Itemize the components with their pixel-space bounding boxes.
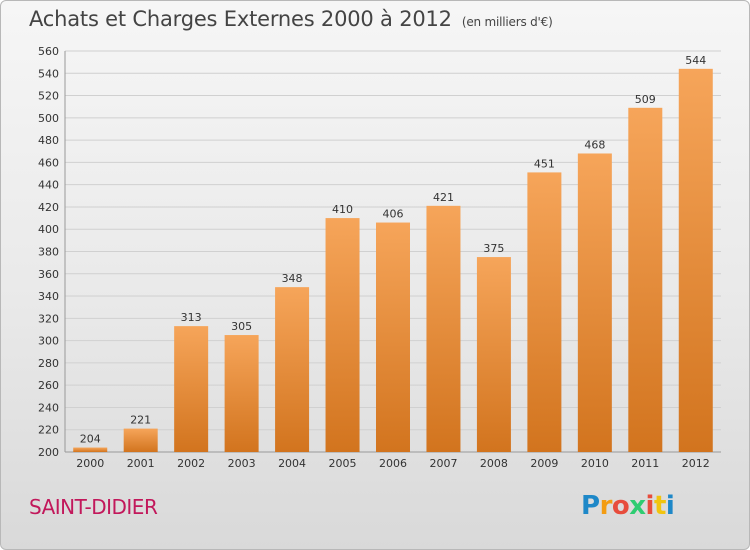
x-tick-label: 2003: [228, 457, 256, 470]
x-tick-label: 2010: [581, 457, 609, 470]
y-tick-label: 460: [38, 156, 59, 169]
logo-letter: P: [581, 491, 600, 521]
y-tick-label: 240: [38, 401, 59, 414]
data-label-2009: 451: [534, 157, 555, 170]
logo-letter: x: [629, 491, 646, 521]
y-tick-label: 520: [38, 90, 59, 103]
data-label-2010: 468: [584, 138, 605, 151]
bar-layer: [73, 68, 713, 453]
data-label-2002: 313: [181, 311, 202, 324]
bar-2012: [678, 68, 713, 453]
data-label-2004: 348: [282, 272, 303, 285]
x-tick-label: 2012: [682, 457, 710, 470]
y-tick-label: 380: [38, 246, 59, 259]
logo-letter: i: [665, 491, 675, 521]
bar-2009: [527, 172, 562, 453]
bar-2006: [376, 222, 410, 452]
bar-2002: [174, 326, 209, 452]
data-label-2011: 509: [635, 93, 656, 106]
x-tick-label: 2008: [480, 457, 508, 470]
y-tick-label: 400: [38, 223, 59, 236]
data-label-2003: 305: [231, 320, 252, 333]
y-tick-label: 300: [38, 335, 59, 348]
x-tick-label: 2000: [76, 457, 104, 470]
y-tick-label: 320: [38, 312, 59, 325]
y-tick-label: 280: [38, 357, 59, 370]
data-label-2007: 421: [433, 191, 454, 204]
bar-2003: [224, 335, 259, 452]
data-label-2000: 204: [80, 433, 101, 446]
y-tick-label: 480: [38, 134, 59, 147]
data-label-2005: 410: [332, 203, 353, 216]
bar-2001: [123, 428, 158, 452]
y-tick-label: 540: [38, 67, 59, 80]
data-label-2006: 406: [383, 208, 404, 221]
chart-subtitle: (en milliers d'€): [461, 15, 553, 29]
bar-2000: [73, 447, 108, 452]
y-tick-label: 440: [38, 179, 59, 192]
x-tick-label: 2004: [278, 457, 306, 470]
y-tick-label: 360: [38, 268, 59, 281]
logo-letter: o: [611, 491, 630, 521]
x-tick-label: 2005: [329, 457, 357, 470]
bar-2011: [628, 107, 663, 452]
label-layer: 204 2000 221 2001 313 2002 305 2003 348 2004 410 20…: [76, 54, 710, 470]
axis-layer: 200 220 240 260 280 300 320 340 360 380 400 420 440 4…: [38, 45, 721, 459]
y-tick-label: 340: [38, 290, 59, 303]
x-tick-label: 2006: [379, 457, 407, 470]
x-tick-label: 2009: [530, 457, 558, 470]
chart-title: Achats et Charges Externes 2000 à 2012 (e…: [29, 7, 553, 31]
y-tick-label: 220: [38, 424, 59, 437]
bar-2005: [325, 218, 360, 452]
data-label-2008: 375: [483, 242, 504, 255]
logo-letter: i: [645, 491, 655, 521]
logo-letter: r: [599, 491, 613, 521]
bar-2004: [275, 287, 310, 452]
logo-letter: t: [653, 491, 666, 521]
y-tick-label: 560: [38, 45, 59, 58]
x-tick-label: 2011: [631, 457, 659, 470]
bar-2010: [577, 153, 612, 452]
chart-title-text: Achats et Charges Externes 2000 à 2012: [29, 7, 452, 31]
data-label-2001: 221: [130, 414, 151, 427]
x-tick-label: 2007: [429, 457, 457, 470]
bar-2007: [426, 205, 461, 452]
x-tick-label: 2002: [177, 457, 205, 470]
x-tick-label: 2001: [127, 457, 155, 470]
data-label-2012: 544: [685, 54, 706, 67]
y-tick-label: 500: [38, 112, 59, 125]
bar-2008: [476, 257, 511, 452]
y-tick-label: 200: [38, 446, 59, 459]
y-tick-label: 420: [38, 201, 59, 214]
city-name: SAINT-DIDIER: [29, 495, 158, 519]
proxiti-logo[interactable]: Proxiti: [581, 491, 675, 521]
y-tick-label: 260: [38, 379, 59, 392]
